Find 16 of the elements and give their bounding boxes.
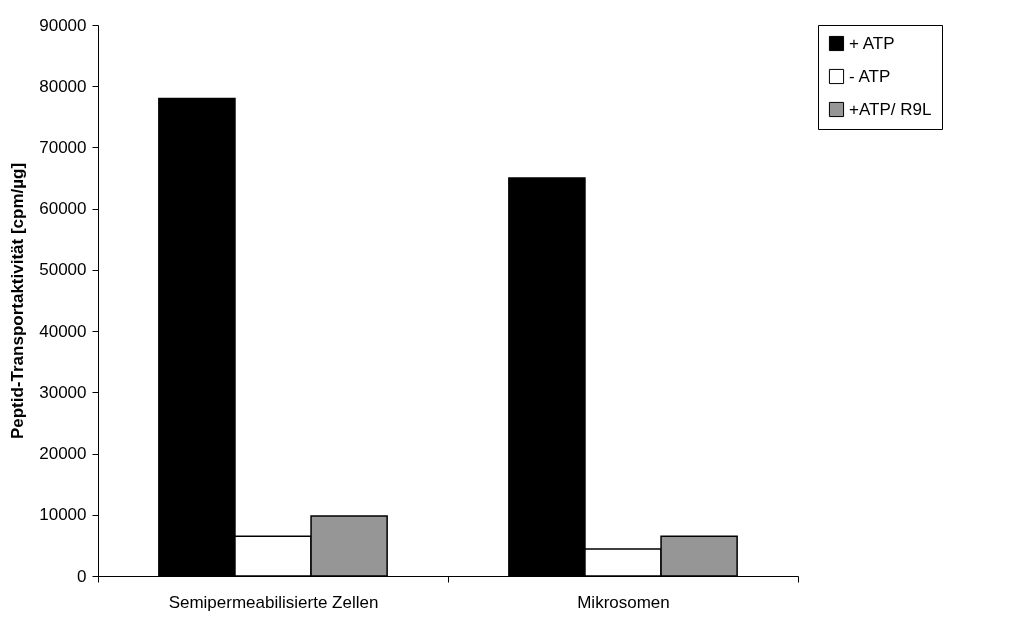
y-tick-label: 10000 — [39, 505, 87, 525]
x-tick-label: Mikrosomen — [577, 592, 670, 612]
x-tick-label: Semipermeabilisierte Zellen — [168, 592, 379, 612]
legend-label: +ATP/ R9L — [849, 99, 932, 119]
y-tick-label: 0 — [77, 566, 87, 586]
legend-label: - ATP — [849, 66, 891, 86]
y-tick-label: 50000 — [39, 260, 87, 280]
y-tick-label: 90000 — [39, 15, 87, 35]
y-tick-label: 80000 — [39, 76, 87, 96]
y-tick-label: 70000 — [39, 137, 87, 157]
legend-label: + ATP — [849, 33, 895, 53]
y-tick-label: 20000 — [39, 444, 87, 464]
y-tick-label: 40000 — [39, 321, 87, 341]
y-axis-title: Peptid-Transportaktivität [cpm/µg] — [8, 162, 28, 440]
y-tick-label: 60000 — [39, 199, 87, 219]
y-tick-label: 30000 — [39, 382, 87, 402]
